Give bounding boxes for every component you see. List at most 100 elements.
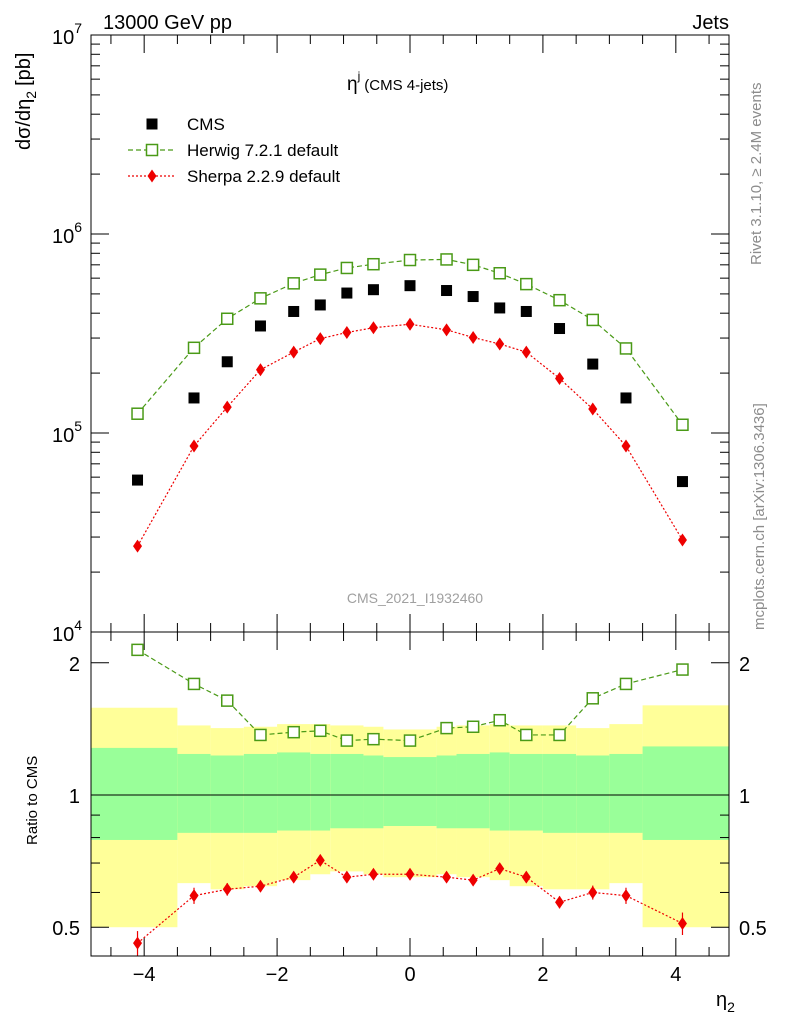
herwig-point [145,143,159,157]
sherpa-point [189,889,199,903]
cms-data-point [146,118,158,130]
herwig-point [187,341,201,355]
main-title-symbol: η [347,74,358,95]
herwig-point [287,277,300,290]
sherpa-point [289,870,299,884]
cms-data-point [676,476,688,488]
y-tick-label-exponent: 5 [74,418,82,434]
sherpa-point [521,345,531,359]
herwig-point [520,728,533,742]
sherpa-point [588,402,598,416]
sherpa-point [133,936,143,950]
legend-entry-label: CMS [187,115,225,134]
y-tick-label-base: 10 [52,624,74,646]
ratio-y-tick-label-right: 1 [739,786,750,808]
sherpa-point [368,321,378,335]
herwig-point [676,663,689,676]
herwig-point [131,643,144,657]
sherpa-point [468,330,478,344]
herwig-point [493,266,506,280]
sherpa-point [495,337,505,351]
sherpa-point [555,371,565,385]
series-line [137,258,683,426]
inner-uncertainty-band [542,753,577,833]
ratio-uncertainty-bands [91,705,729,928]
herwig-point [254,728,267,742]
inner-uncertainty-band [609,753,643,833]
ratio-y-axis-label: Ratio to CMS [24,756,41,845]
sherpa-point [405,867,415,881]
herwig-point [553,728,566,742]
y-tick-label-base: 10 [52,226,74,248]
sherpa-point [405,317,415,331]
cms-data-point [254,320,266,332]
sherpa-point [222,882,232,896]
inner-uncertainty-band [509,753,543,831]
x-tick-label: −2 [266,964,289,986]
cms-data-point [554,323,566,335]
x-tick-label: 4 [670,964,681,986]
inner-uncertainty-band [456,753,490,829]
cms-data-point [341,287,353,299]
ratio-y-tick-label-left: 1 [69,786,80,808]
herwig-point [287,725,300,739]
herwig-point [619,677,633,691]
inner-uncertainty-band [436,755,457,829]
inner-uncertainty-band [489,752,510,831]
sherpa-point [495,862,505,876]
herwig-point [493,713,506,727]
sherpa-point [555,895,565,909]
herwig-point [440,253,453,266]
herwig-point [220,312,234,326]
sherpa-point [677,533,687,547]
herwig-point [619,342,633,355]
main-title-rest: (CMS 4-jets) [364,77,448,94]
herwig-point [440,721,453,735]
sherpa-point [133,539,143,553]
sherpa-point [255,879,265,893]
y-tick-label-exponent: 4 [74,617,82,633]
inner-uncertainty-band [383,757,437,826]
header-jets-label: Jets [692,12,729,34]
herwig-point [220,694,234,707]
sherpa-point [255,363,265,377]
inner-uncertainty-band [310,753,331,831]
x-axis-label: η2 [716,989,735,1015]
mcplots-info-label: mcplots.cern.ch [arXiv:1306.3436] [751,403,768,630]
herwig-point [187,677,201,691]
sherpa-point [442,870,452,884]
cms-data-point [620,392,632,404]
sherpa-point [442,323,452,337]
y-tick-label-exponent: 7 [74,20,82,36]
cms-data-point [132,474,144,486]
sherpa-point [189,439,199,453]
header-energy-label: 13000 GeV pp [103,12,232,34]
main-title: ηj(CMS 4-jets) [347,69,448,95]
main-panel-series [131,253,689,553]
sherpa-point [588,885,598,899]
sherpa-point [621,439,631,453]
y-tick-label-exponent: 6 [74,219,82,235]
inner-uncertainty-band [277,752,311,831]
herwig-point [403,253,417,267]
sherpa-point [315,853,325,867]
legend-entry-label: Herwig 7.2.1 default [187,141,338,160]
analysis-watermark: CMS_2021_I1932460 [347,590,483,606]
cms-data-point [467,291,479,303]
cms-data-point [367,284,379,296]
ratio-y-tick-label-left: 0.5 [52,918,80,940]
ratio-y-tick-label-right: 2 [739,654,750,676]
ratio-y-tick-label-right: 0.5 [739,918,767,940]
inner-uncertainty-band [243,753,278,833]
cms-data-point [221,356,233,368]
main-y-axis-label: dσ/dη2[pb] [13,53,39,150]
y-tick-label: 104 [52,617,82,646]
cms-data-point [587,358,599,370]
x-tick-label: −4 [133,964,156,986]
sherpa-point [342,325,352,339]
inner-uncertainty-band [210,755,244,833]
herwig-point [314,268,327,281]
herwig-point [520,277,533,291]
sherpa-point [468,873,478,887]
